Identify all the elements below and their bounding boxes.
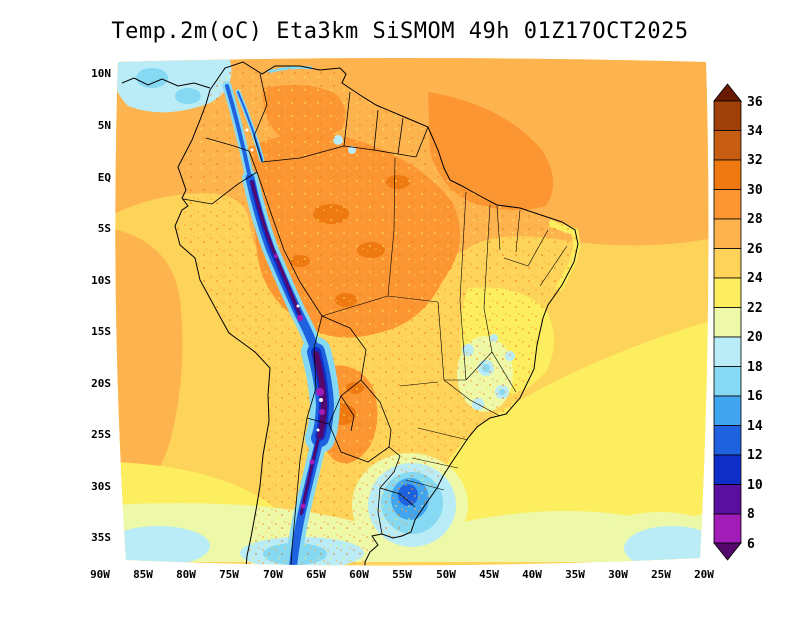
x-axis-label: 80W bbox=[176, 568, 196, 581]
x-axis-label: 45W bbox=[479, 568, 499, 581]
x-axis-label: 40W bbox=[522, 568, 542, 581]
colorbar-label: 36 bbox=[747, 95, 763, 110]
colorbar-label: 24 bbox=[747, 271, 763, 286]
y-axis-labels: 10N 5N EQ 5S 10S 15S 20S 25S 30S 35S bbox=[91, 67, 111, 544]
colorbar-label: 32 bbox=[747, 153, 763, 168]
y-axis-label: 15S bbox=[91, 325, 111, 338]
colorbar-segment bbox=[713, 130, 742, 161]
y-axis-label: 25S bbox=[91, 428, 111, 441]
x-axis-label: 75W bbox=[219, 568, 239, 581]
y-axis-label: 10N bbox=[91, 67, 111, 80]
colorbar-segment bbox=[713, 159, 742, 190]
colorbar-segment bbox=[713, 100, 742, 131]
country-borders bbox=[182, 73, 429, 566]
colorbar-labels: 36 34 32 30 28 26 24 22 20 18 16 14 12 1… bbox=[747, 95, 763, 552]
colorbar-segment bbox=[713, 277, 742, 308]
andes-cold-band bbox=[222, 81, 341, 566]
colorbar-segment bbox=[713, 336, 742, 367]
x-axis-label: 55W bbox=[392, 568, 412, 581]
colorbar-label: 6 bbox=[747, 537, 755, 552]
colorbar-segment bbox=[713, 307, 742, 338]
colorbar-label: 30 bbox=[747, 183, 763, 198]
x-axis-label: 90W bbox=[90, 568, 110, 581]
y-axis-label: 5S bbox=[98, 222, 111, 235]
colorbar-segment bbox=[713, 425, 742, 456]
colorbar-segment bbox=[713, 189, 742, 220]
colorbar-segment bbox=[713, 484, 742, 515]
y-axis-label: EQ bbox=[98, 171, 112, 184]
x-axis-label: 85W bbox=[133, 568, 153, 581]
colorbar-label: 20 bbox=[747, 330, 763, 345]
colorbar-label: 10 bbox=[747, 478, 763, 493]
central-america-coastline bbox=[121, 77, 211, 89]
colorbar-segment bbox=[713, 366, 742, 397]
colorbar-segment bbox=[713, 395, 742, 426]
x-axis-label: 30W bbox=[608, 568, 628, 581]
colorbar-label: 18 bbox=[747, 360, 763, 375]
brazil-state-borders bbox=[321, 157, 568, 491]
x-axis-label: 60W bbox=[349, 568, 369, 581]
colorbar bbox=[713, 83, 742, 561]
colorbar-label: 26 bbox=[747, 242, 763, 257]
colorbar-label: 34 bbox=[747, 124, 763, 139]
colorbar-label: 16 bbox=[747, 389, 763, 404]
colorbar-label: 12 bbox=[747, 448, 763, 463]
colorbar-label: 28 bbox=[747, 212, 763, 227]
colorbar-label: 22 bbox=[747, 301, 763, 316]
x-axis-label: 35W bbox=[565, 568, 585, 581]
chart-title: Temp.2m(oC) Eta3km SiSMOM 49h 01Z17OCT20… bbox=[111, 19, 688, 44]
andes-coldest-speckles bbox=[274, 254, 325, 509]
colorbar-cap-bottom bbox=[713, 542, 742, 561]
colorbar-segment bbox=[713, 513, 742, 544]
x-axis-labels: 90W 85W 80W 75W 70W 65W 60W 55W 50W 45W … bbox=[90, 568, 714, 581]
andes-snow-speckles bbox=[245, 128, 323, 432]
colorbar-label: 14 bbox=[747, 419, 763, 434]
colorbar-segment bbox=[713, 248, 742, 279]
colorbar-cap-top bbox=[713, 83, 742, 102]
x-axis-label: 70W bbox=[263, 568, 283, 581]
x-axis-label: 50W bbox=[436, 568, 456, 581]
colorbar-segment bbox=[713, 218, 742, 249]
colorbar-segment bbox=[713, 454, 742, 485]
x-axis-label: 65W bbox=[306, 568, 326, 581]
x-axis-label: 20W bbox=[694, 568, 714, 581]
y-axis-label: 35S bbox=[91, 531, 111, 544]
y-axis-label: 10S bbox=[91, 274, 111, 287]
y-axis-label: 5N bbox=[98, 119, 111, 132]
y-axis-label: 30S bbox=[91, 480, 111, 493]
colorbar-label: 8 bbox=[747, 507, 755, 522]
y-axis-label: 20S bbox=[91, 377, 111, 390]
x-axis-label: 25W bbox=[651, 568, 671, 581]
